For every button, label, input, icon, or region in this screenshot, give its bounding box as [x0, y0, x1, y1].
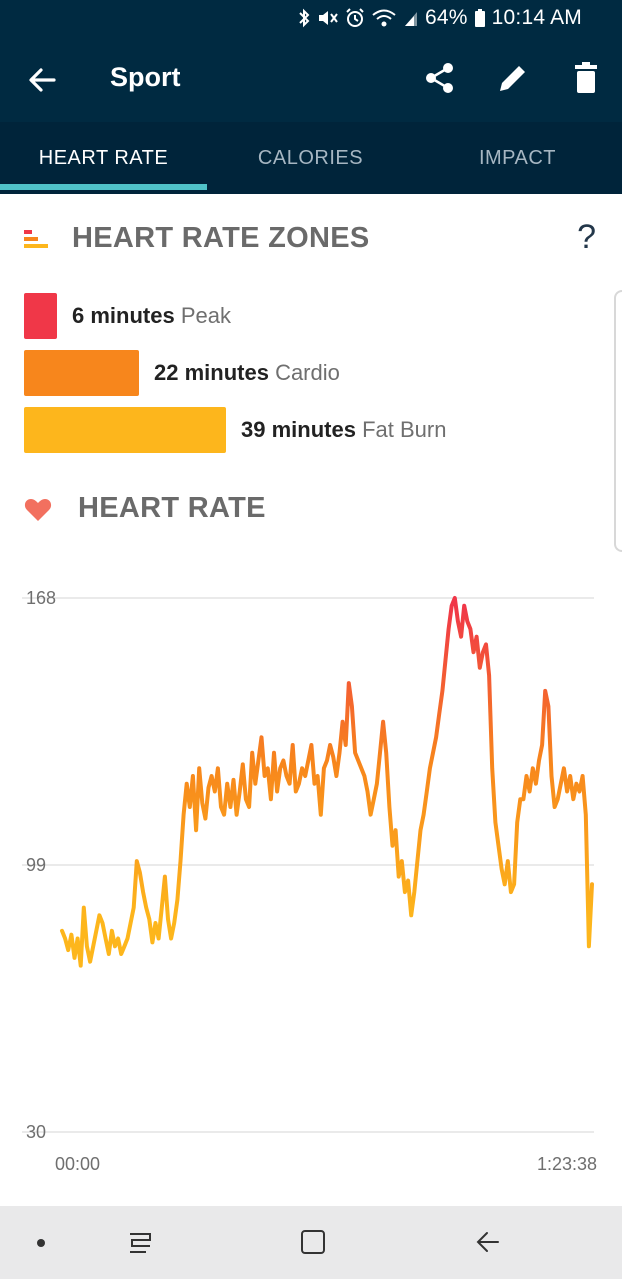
alarm-icon	[346, 8, 364, 27]
status-bar: 64% 10:14 AM	[0, 0, 622, 36]
zone-label-fat-burn: 39 minutes Fat Burn	[241, 417, 446, 443]
recents-icon[interactable]	[126, 1228, 154, 1256]
mute-icon	[319, 11, 338, 25]
zones-header: HEART RATE ZONES ?	[0, 218, 622, 262]
zone-bar-peak	[24, 293, 57, 339]
zone-bar-cardio	[24, 350, 139, 396]
delete-icon[interactable]	[568, 60, 604, 96]
zone-name: Cardio	[275, 360, 340, 385]
share-icon[interactable]	[422, 60, 458, 96]
y-tick-top: 168	[26, 588, 56, 608]
zone-label-peak: 6 minutes Peak	[72, 303, 231, 329]
system-nav-bar	[0, 1206, 622, 1279]
heart-rate-line	[60, 596, 594, 968]
signal-icon	[405, 12, 418, 26]
active-tab-indicator	[0, 184, 207, 190]
home-icon[interactable]	[299, 1228, 327, 1256]
heart-rate-chart: 168 99 30 00:00 1:23:38	[22, 588, 597, 1174]
side-panel-handle[interactable]	[614, 290, 622, 552]
heart-icon	[24, 499, 52, 521]
zones-title: HEART RATE ZONES	[72, 222, 370, 254]
tab-bar: HEART RATE CALORIES IMPACT	[0, 122, 622, 194]
y-tick-mid: 99	[26, 855, 46, 875]
zone-label-cardio: 22 minutes Cardio	[154, 360, 340, 386]
dot-icon[interactable]	[34, 1236, 48, 1250]
x-tick-start: 00:00	[55, 1154, 100, 1174]
zone-name: Peak	[180, 303, 231, 328]
clock-time: 10:14 AM	[491, 6, 582, 29]
tab-heart-rate[interactable]: HEART RATE	[38, 146, 169, 169]
battery-icon	[474, 9, 485, 27]
zone-bar-fat-burn	[24, 407, 226, 453]
tab-calories[interactable]: CALORIES	[257, 146, 364, 169]
y-tick-bottom: 30	[26, 1122, 46, 1142]
help-button[interactable]: ?	[577, 218, 596, 256]
back-arrow-icon[interactable]	[26, 64, 58, 96]
zone-amount: 6 minutes	[72, 303, 175, 328]
heart-rate-header: HEART RATE	[0, 492, 622, 532]
zones-icon	[24, 230, 48, 248]
wifi-icon	[372, 9, 396, 27]
zone-amount: 39 minutes	[241, 417, 356, 442]
tab-impact[interactable]: IMPACT	[478, 146, 557, 169]
x-tick-end: 1:23:38	[537, 1154, 597, 1174]
page-title: Sport	[110, 62, 181, 92]
status-icons: 64% 10:14 AM	[297, 6, 582, 30]
app-bar: Sport	[0, 36, 622, 122]
zone-amount: 22 minutes	[154, 360, 269, 385]
nav-back-icon[interactable]	[474, 1228, 502, 1256]
battery-percent: 64%	[425, 6, 468, 29]
edit-icon[interactable]	[495, 60, 531, 96]
zone-name: Fat Burn	[362, 417, 447, 442]
bluetooth-icon	[299, 8, 310, 28]
heart-rate-title: HEART RATE	[78, 492, 266, 524]
